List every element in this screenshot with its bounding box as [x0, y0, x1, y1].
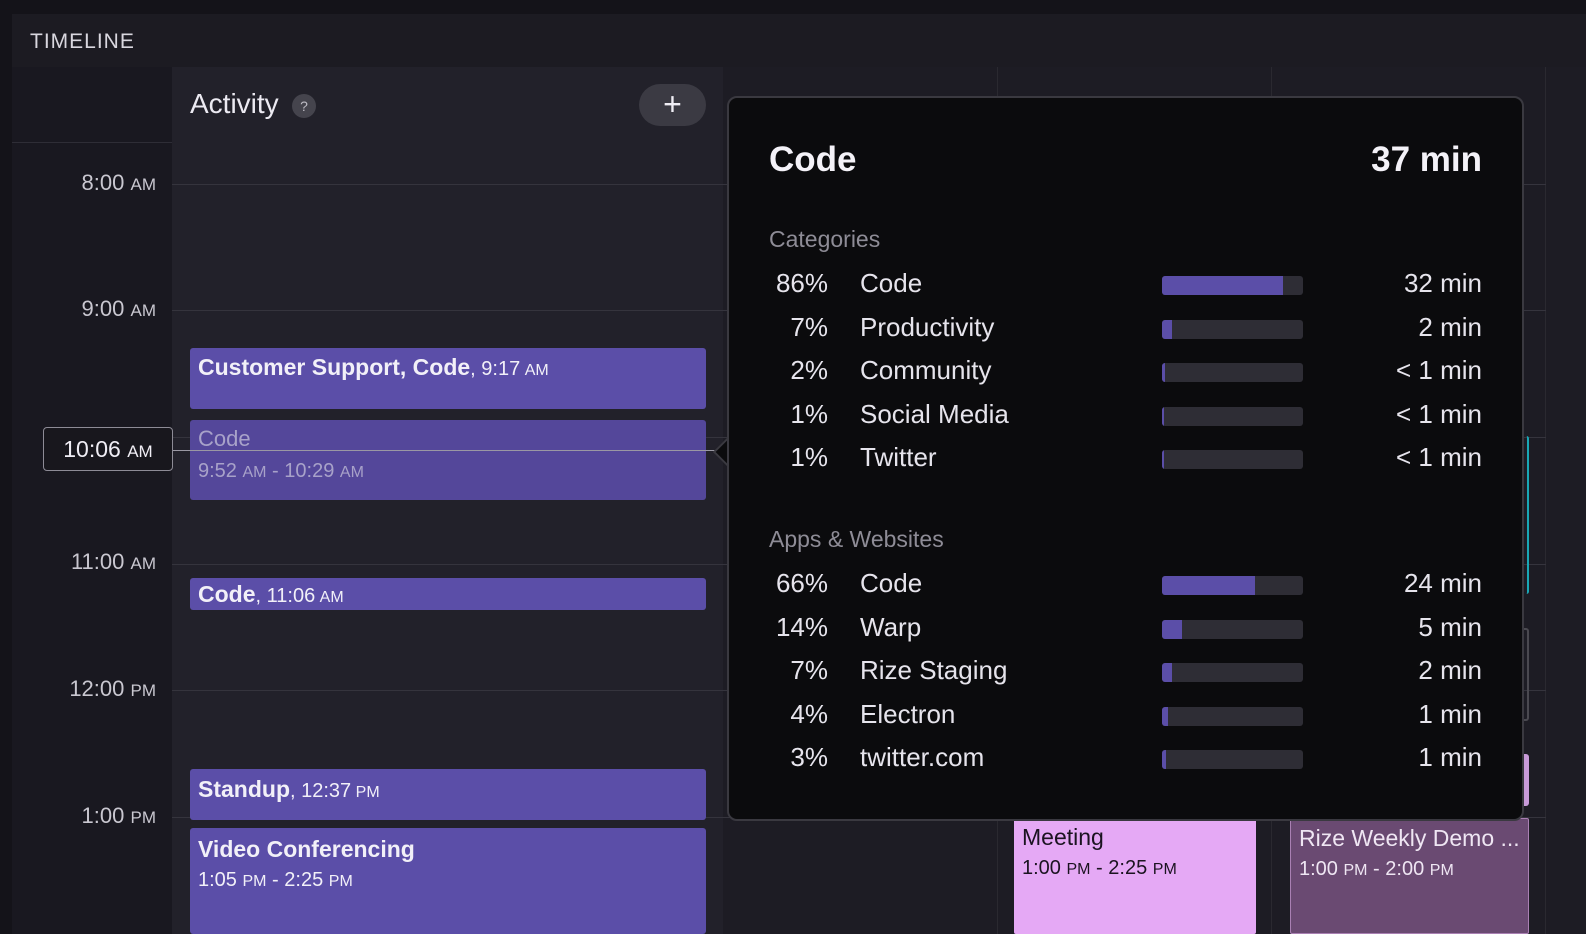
app-bar	[1162, 619, 1303, 639]
activity-block-code-selected[interactable]: Code 9:52 AM - 10:29 AM	[190, 420, 706, 500]
activity-block-video-conferencing[interactable]: Video Conferencing 1:05 PM - 2:25 PM	[190, 828, 706, 934]
add-activity-button[interactable]: +	[639, 84, 706, 126]
category-row: 86% Code 32 min	[760, 268, 1482, 308]
app-bar-fill	[1162, 706, 1168, 726]
category-duration: < 1 min	[1396, 398, 1482, 429]
app-bar	[1162, 576, 1303, 595]
app-name: twitter.com	[860, 742, 985, 772]
app-row: 14% Warp 5 min	[760, 612, 1482, 652]
app-row: 4% Electron 1 min	[760, 699, 1482, 739]
category-bar-fill	[1162, 450, 1165, 469]
category-duration: 2 min	[1418, 311, 1482, 342]
app-name: Rize Staging	[860, 655, 1008, 685]
activity-detail-popover	[727, 96, 1524, 821]
column-divider	[1545, 67, 1546, 934]
current-time-badge: 10:06 AM	[43, 427, 173, 471]
time-gutter	[12, 67, 172, 934]
event-edge	[1520, 628, 1529, 721]
app-bar	[1162, 663, 1303, 682]
app-row: 3% twitter.com 1 min	[760, 742, 1482, 782]
category-name: Code	[860, 268, 923, 298]
help-icon[interactable]: ?	[292, 94, 316, 118]
time-label: 8:00 AM	[81, 170, 156, 195]
categories-heading: Categories	[769, 226, 881, 252]
app-percent: 7%	[790, 655, 828, 685]
app-row: 7% Rize Staging 2 min	[760, 655, 1482, 695]
category-name: Twitter	[860, 442, 937, 472]
app-bar-fill	[1162, 619, 1182, 639]
category-bar	[1162, 319, 1303, 339]
popover-title: Code	[769, 140, 857, 179]
category-bar-fill	[1162, 363, 1165, 382]
app-bar	[1162, 750, 1303, 769]
app-percent: 14%	[775, 611, 828, 642]
category-name: Productivity	[860, 311, 995, 342]
category-bar-fill	[1162, 319, 1172, 339]
time-label: 12:00 PM	[69, 676, 156, 701]
app-bar	[1162, 706, 1303, 726]
category-row: 2% Community < 1 min	[760, 355, 1482, 395]
apps-heading: Apps & Websites	[769, 526, 944, 552]
category-row: 7% Productivity 2 min	[760, 312, 1482, 352]
activity-title: Activity	[190, 88, 279, 119]
current-time-line	[172, 450, 718, 451]
app-bar-fill	[1162, 576, 1256, 595]
category-bar	[1162, 406, 1303, 426]
event-rize-weekly-demo[interactable]: Rize Weekly Demo ... 1:00 PM - 2:00 PM	[1290, 818, 1529, 934]
category-duration: 32 min	[1403, 268, 1482, 298]
category-bar-fill	[1162, 276, 1284, 295]
panel-header: TIMELINE	[12, 14, 1586, 67]
category-duration: < 1 min	[1396, 442, 1482, 472]
app-name: Electron	[860, 698, 956, 729]
app-percent: 4%	[790, 698, 828, 729]
category-name: Social Media	[860, 398, 1009, 429]
popover-total: 37 min	[1371, 140, 1482, 179]
category-percent: 1%	[790, 398, 828, 429]
gutter-divider	[12, 142, 172, 143]
event-edge	[1520, 754, 1529, 806]
category-percent: 86%	[775, 268, 828, 298]
panel-title: TIMELINE	[30, 30, 135, 53]
time-label: 1:00 PM	[81, 803, 156, 828]
app-row: 66% Code 24 min	[760, 568, 1482, 608]
app-percent: 66%	[775, 568, 828, 598]
activity-block-standup[interactable]: Standup, 12:37 PM	[190, 769, 706, 820]
category-percent: 2%	[790, 355, 828, 385]
app-duration: 1 min	[1418, 698, 1482, 729]
app-bar-fill	[1162, 750, 1167, 769]
event-meeting[interactable]: Meeting 1:00 PM - 2:25 PM	[1014, 818, 1256, 934]
app-duration: 24 min	[1403, 568, 1482, 598]
category-bar	[1162, 276, 1303, 295]
category-row: 1% Social Media < 1 min	[760, 399, 1482, 439]
activity-block-code[interactable]: Code, 11:06 AM	[190, 578, 706, 610]
category-bar-fill	[1162, 406, 1165, 426]
activity-block-customer-support[interactable]: Customer Support, Code, 9:17 AM	[190, 348, 706, 409]
event-edge	[1524, 436, 1529, 594]
app-duration: 2 min	[1418, 655, 1482, 685]
app-name: Code	[860, 568, 923, 598]
category-duration: < 1 min	[1396, 355, 1482, 385]
category-name: Community	[860, 355, 992, 385]
time-label: 9:00 AM	[81, 296, 156, 321]
category-percent: 1%	[790, 442, 828, 472]
app-name: Warp	[860, 611, 922, 642]
category-bar	[1162, 450, 1303, 469]
app-percent: 3%	[790, 742, 828, 772]
category-row: 1% Twitter < 1 min	[760, 442, 1482, 482]
app-duration: 1 min	[1418, 742, 1482, 772]
category-bar	[1162, 363, 1303, 382]
app-duration: 5 min	[1418, 611, 1482, 642]
time-label: 11:00 AM	[70, 549, 156, 574]
app-bar-fill	[1162, 663, 1172, 682]
category-percent: 7%	[790, 311, 828, 342]
